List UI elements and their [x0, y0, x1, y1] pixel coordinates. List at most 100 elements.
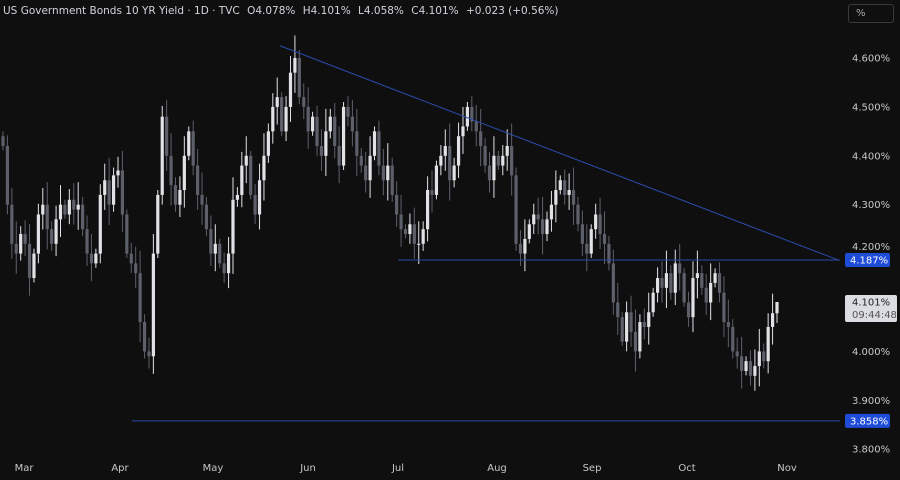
candle [5, 135, 10, 215]
candle-body [717, 273, 722, 293]
candle [669, 265, 673, 300]
price-axis: 4.600% 4.500% 4.400% 4.300% 4.200% 4.000% 3.90… [845, 54, 897, 456]
candle [629, 295, 633, 347]
candle [275, 77, 279, 125]
candle-body [359, 155, 363, 166]
candle-body [731, 326, 735, 352]
candle [532, 203, 536, 234]
candle-body [395, 194, 399, 215]
candle [479, 108, 483, 167]
candle [403, 224, 408, 239]
candle [735, 337, 739, 369]
candle [390, 157, 394, 202]
candle-body [625, 312, 629, 342]
candle [14, 221, 18, 274]
candle [129, 242, 133, 274]
candle-body [567, 190, 571, 195]
candle-body [487, 165, 492, 181]
candle [284, 96, 288, 142]
candle-body [293, 58, 297, 73]
candle-body [142, 322, 147, 352]
candle-body [532, 214, 536, 225]
candle-body [421, 229, 425, 244]
candle [399, 194, 403, 247]
candle-body [50, 229, 54, 244]
candle-body [200, 194, 204, 205]
candle [616, 282, 620, 335]
candle-body [766, 326, 770, 362]
candle [32, 248, 36, 283]
candle [417, 221, 421, 265]
candle [23, 220, 27, 257]
last-price-label: 4.101% [852, 298, 890, 309]
candle-body [14, 243, 18, 254]
candle-body [558, 180, 562, 191]
candle-body [213, 243, 217, 254]
candle [580, 210, 584, 257]
candle-body [523, 238, 527, 254]
candle-body [156, 194, 160, 254]
candle-body [611, 263, 615, 303]
candle [452, 157, 456, 188]
candle-body [218, 243, 222, 264]
candle [594, 203, 598, 239]
candle [54, 205, 58, 257]
candle-body [660, 278, 664, 288]
candle-body [740, 356, 744, 371]
candle [328, 108, 332, 139]
candle-body [554, 190, 558, 205]
candle [762, 343, 766, 369]
candle [540, 196, 545, 255]
candle [757, 328, 761, 387]
candle-body [456, 136, 461, 166]
candle [571, 167, 576, 225]
candle-body [381, 165, 385, 181]
candle-body [647, 312, 651, 327]
candle-body [240, 165, 244, 195]
candle-body [775, 302, 779, 314]
candle-body [700, 273, 704, 288]
candle-body [103, 180, 107, 195]
candle-body [27, 243, 32, 279]
candle [231, 177, 235, 274]
candle-body [45, 204, 49, 230]
candle-body [540, 219, 545, 235]
candle-body [607, 243, 611, 264]
candle [191, 120, 195, 176]
candle [651, 287, 655, 317]
candle-body [691, 278, 695, 318]
candle [443, 129, 447, 171]
candle [134, 246, 138, 289]
trendline [279, 45, 839, 261]
candle-body [107, 180, 111, 205]
candle-body [36, 214, 40, 254]
ohlc-close: C4.101% [411, 5, 459, 17]
candle [226, 236, 231, 289]
candle-body [412, 224, 416, 244]
candle-body [85, 229, 89, 254]
candle-body [598, 214, 602, 235]
y-tick-label: 4.200% [852, 242, 890, 253]
symbol-title[interactable]: US Government Bonds 10 YR Yield · 1D · T… [3, 5, 240, 17]
candle-body [470, 106, 474, 122]
price-level-label: 4.187% [850, 255, 888, 266]
candle [536, 197, 540, 235]
candle [372, 126, 377, 161]
candle-body [306, 106, 310, 132]
candle [554, 170, 558, 223]
candle [682, 268, 686, 307]
candle [545, 211, 549, 242]
candle [209, 215, 213, 266]
candle-body [390, 165, 394, 195]
candle-body [63, 204, 67, 215]
candle [487, 151, 492, 193]
candle [63, 199, 67, 219]
candle-body [67, 199, 71, 215]
candle-body [620, 317, 624, 342]
candle [147, 337, 151, 369]
candle-body [76, 204, 80, 210]
candle [704, 274, 708, 315]
percent-scale-button[interactable]: % [848, 4, 894, 23]
candle-body [54, 219, 58, 244]
